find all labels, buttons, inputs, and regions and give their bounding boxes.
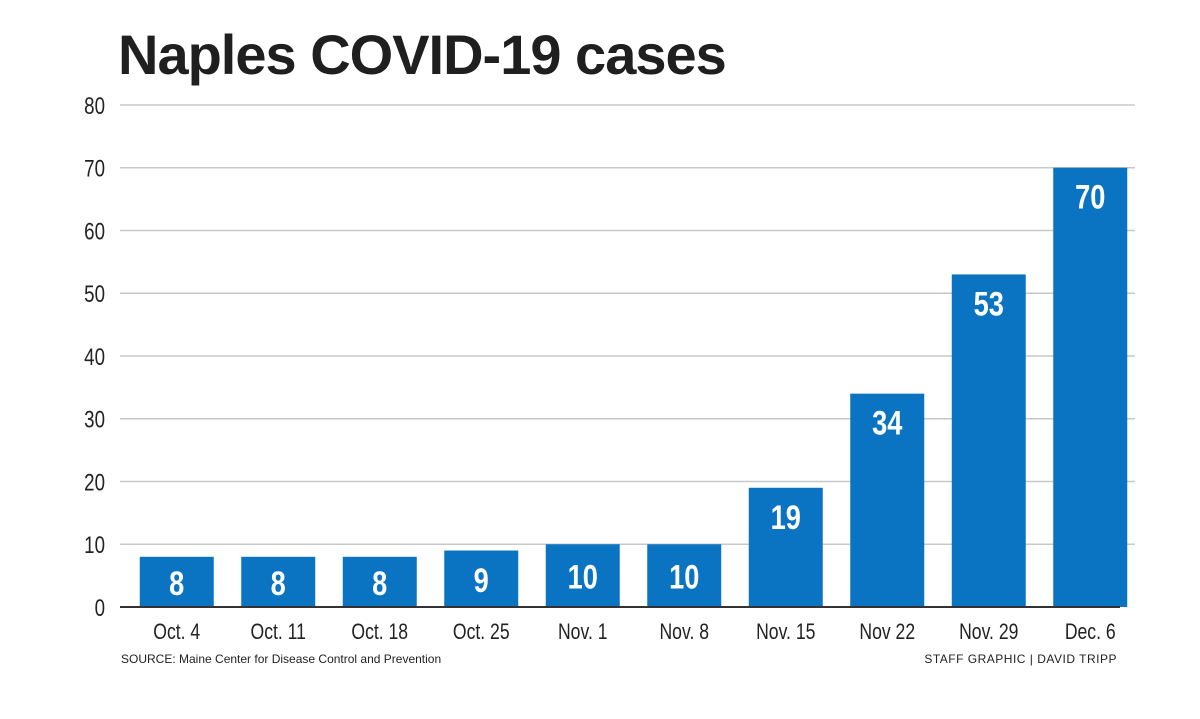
bar [241,556,316,607]
y-tick-label: 0 [95,595,105,622]
bar-value-label: 34 [872,404,902,443]
y-tick-label: 50 [84,281,105,308]
bar-value-label: 70 [1075,178,1105,217]
bar [139,556,214,607]
bar-value-label: 10 [669,558,699,597]
bar [951,274,1026,607]
x-axis-ticks: Oct. 4 Oct. 11 Oct. 18 Oct. 25 Nov. 1 Nov. 8 N… [153,620,1115,644]
credit-note: STAFF GRAPHIC | DAVID TRIPP [924,652,1117,666]
chart-title: Naples COVID-19 cases [118,23,727,86]
bar [444,550,519,607]
bar [647,544,722,607]
y-tick-label: 10 [84,532,105,559]
bar-value-label: 10 [568,558,598,597]
bars [139,167,1128,607]
bar [1053,167,1128,607]
gridlines [120,104,1135,545]
bar-value-label: 8 [372,564,387,603]
x-tick-label: Nov 22 [859,620,915,644]
bar-value-label: 19 [771,498,801,537]
bar [342,556,417,607]
y-tick-label: 70 [84,156,105,183]
x-tick-label: Nov. 15 [756,620,815,644]
x-tick-label: Nov. 1 [558,620,608,644]
bar-value-label: 8 [271,564,286,603]
y-tick-label: 20 [84,469,105,496]
bar [748,487,823,607]
bar-value-labels: 8 8 8 9 10 10 19 34 53 70 [169,178,1105,603]
x-tick-label: Oct. 18 [351,620,408,644]
x-tick-label: Nov. 8 [659,620,709,644]
bar [545,544,620,607]
y-tick-label: 40 [84,344,105,371]
y-tick-label: 80 [84,93,105,120]
x-tick-label: Oct. 4 [153,620,200,644]
source-note: SOURCE: Maine Center for Disease Control… [121,652,442,666]
y-tick-label: 30 [84,407,105,434]
bar-value-label: 9 [474,561,489,600]
x-tick-label: Oct. 11 [251,620,306,644]
x-tick-label: Oct. 25 [453,620,510,644]
x-tick-label: Nov. 29 [959,620,1018,644]
y-axis-ticks: 0 10 20 30 40 50 60 70 80 [84,93,105,622]
y-tick-label: 60 [84,218,105,245]
x-tick-label: Dec. 6 [1065,620,1116,644]
bar [850,393,925,607]
bar-value-label: 53 [974,285,1004,324]
bar-value-label: 8 [169,564,184,603]
